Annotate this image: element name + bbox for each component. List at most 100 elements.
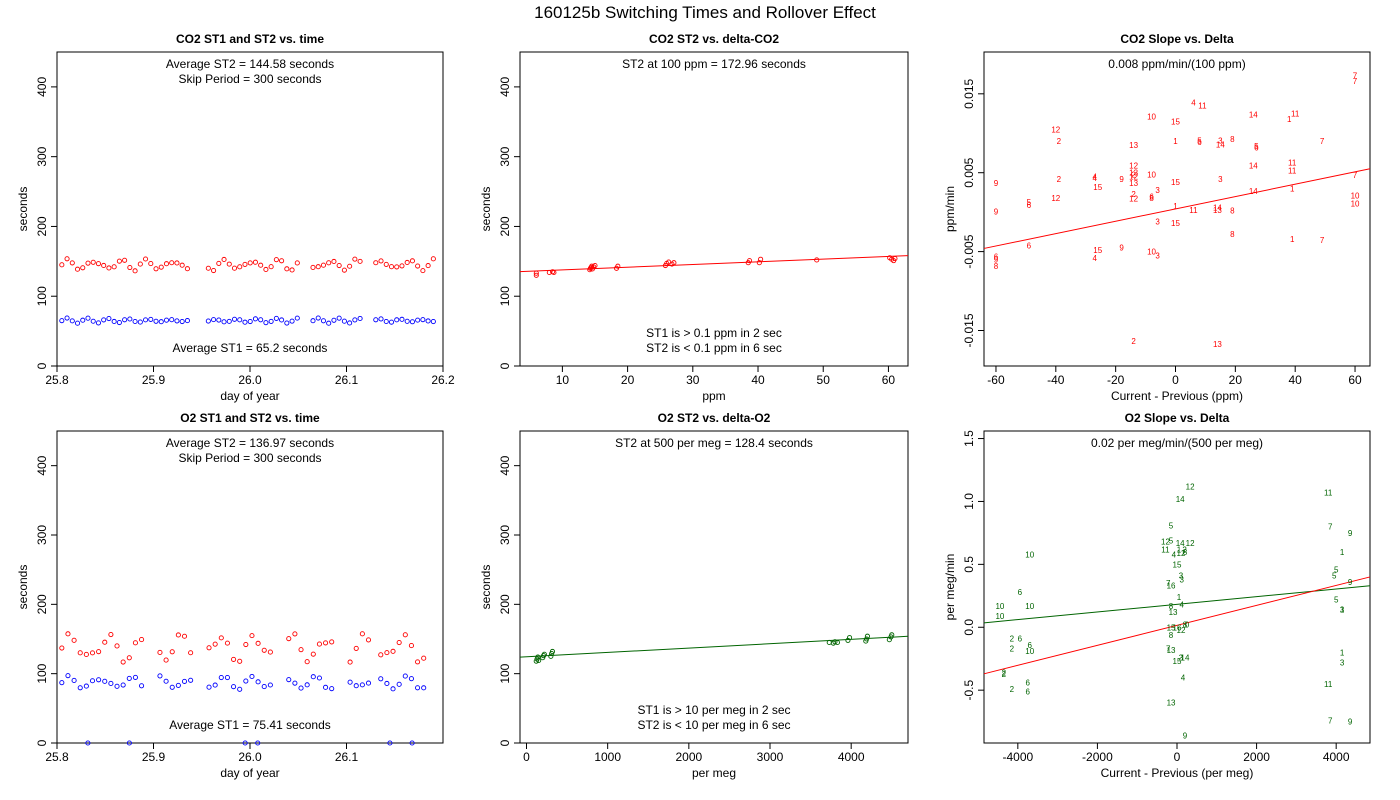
x-tick-label: 60 xyxy=(1348,373,1362,387)
data-point xyxy=(255,640,261,646)
y-tick-label: 0.015 xyxy=(962,78,976,108)
annotation: ST2 at 500 per meg = 128.4 seconds xyxy=(615,436,813,450)
point-label: 4 xyxy=(1191,98,1196,107)
data-point xyxy=(249,673,255,680)
y-tick-label: 0.005 xyxy=(962,157,976,187)
point-label: 4 xyxy=(1092,174,1097,183)
data-point xyxy=(329,639,335,645)
data-point xyxy=(415,685,421,691)
data-point xyxy=(378,258,384,264)
x-tick-label: -40 xyxy=(1047,373,1065,387)
data-point xyxy=(430,318,436,325)
point-label: 16 xyxy=(1167,582,1176,591)
data-point xyxy=(188,650,194,656)
point-label: 6 xyxy=(1027,201,1032,210)
point-label: 11 xyxy=(1291,110,1300,119)
data-point xyxy=(359,631,365,637)
data-point xyxy=(746,258,753,264)
y-tick-label: 200 xyxy=(35,216,49,236)
point-label: 10 xyxy=(1147,170,1156,179)
data-point xyxy=(535,654,541,660)
data-point xyxy=(536,657,542,664)
point-label: 15 xyxy=(1093,183,1102,192)
point-label: 6 xyxy=(1149,192,1154,201)
data-point xyxy=(137,319,143,325)
data-point xyxy=(384,650,390,656)
data-point xyxy=(310,264,316,271)
data-point xyxy=(329,686,335,692)
point-label: 13 xyxy=(1167,699,1176,708)
x-tick-label: 2000 xyxy=(1243,750,1270,764)
data-point xyxy=(111,318,117,325)
data-point xyxy=(533,272,539,278)
data-point xyxy=(409,258,415,264)
point-label: 11 xyxy=(1288,158,1297,167)
point-label: 12 xyxy=(1161,538,1170,547)
x-tick-label: -60 xyxy=(987,373,1005,387)
data-point xyxy=(142,317,149,323)
data-point xyxy=(120,659,126,665)
data-point xyxy=(353,683,359,689)
point-label: 11 xyxy=(1324,680,1333,689)
data-point xyxy=(231,265,238,271)
point-label: 2 xyxy=(1057,175,1062,184)
point-label: 10 xyxy=(1351,192,1360,201)
data-point xyxy=(352,256,358,262)
y-tick-label: 400 xyxy=(498,455,512,475)
data-point xyxy=(243,641,249,648)
data-point xyxy=(148,316,154,322)
data-point xyxy=(108,680,114,686)
data-point xyxy=(814,257,820,263)
data-point xyxy=(231,316,238,322)
data-point xyxy=(89,650,96,656)
data-point xyxy=(294,315,300,321)
data-point xyxy=(163,261,170,267)
data-point xyxy=(304,659,310,665)
data-point xyxy=(175,682,181,688)
y-tick-label: 300 xyxy=(35,146,49,166)
point-label: 12 xyxy=(1186,539,1195,548)
point-label: 4 xyxy=(1092,254,1097,263)
data-point xyxy=(231,684,237,690)
y-tick-label: 400 xyxy=(35,77,49,97)
data-point xyxy=(390,648,396,654)
data-point xyxy=(132,268,138,274)
data-point xyxy=(218,674,224,681)
point-label: 14 xyxy=(1249,110,1258,119)
x-axis-label: Current - Previous (per meg) xyxy=(1101,766,1254,780)
point-label: 1 xyxy=(1340,606,1345,615)
plot-frame xyxy=(983,51,1371,367)
data-point xyxy=(216,317,222,323)
y-tick-label: 0 xyxy=(35,362,49,369)
data-point xyxy=(331,258,337,265)
annotation: Average ST1 = 75.41 seconds xyxy=(169,718,331,732)
point-label: 7 xyxy=(1353,77,1358,86)
point-label: 12 xyxy=(1129,195,1138,204)
data-point xyxy=(174,318,180,324)
point-label: 12 xyxy=(1129,173,1138,182)
x-tick-label: 0 xyxy=(523,750,530,764)
data-point xyxy=(261,684,267,690)
annotation: Average ST2 = 136.97 seconds xyxy=(166,436,334,450)
point-label: 4 xyxy=(1180,601,1185,610)
data-point xyxy=(399,316,405,322)
x-tick-label: 30 xyxy=(686,373,700,387)
point-label: 5 xyxy=(1332,572,1337,581)
data-point xyxy=(96,677,102,683)
annotation: 0.02 per meg/min/(500 per meg) xyxy=(1091,436,1263,450)
data-point xyxy=(415,317,421,323)
data-point xyxy=(132,318,138,325)
data-point xyxy=(169,684,175,690)
data-point xyxy=(387,740,393,746)
data-point xyxy=(347,659,353,665)
data-point xyxy=(421,685,427,691)
x-tick-label: -4000 xyxy=(1002,750,1033,764)
data-point xyxy=(111,264,117,270)
data-point xyxy=(231,656,237,662)
data-point xyxy=(394,317,400,323)
x-tick-label: 25.8 xyxy=(45,750,69,764)
point-label: 2 xyxy=(1131,170,1136,179)
figure-title: 160125b Switching Times and Rollover Eff… xyxy=(534,3,876,22)
data-point xyxy=(188,677,194,683)
point-label: 2 xyxy=(1010,635,1015,644)
